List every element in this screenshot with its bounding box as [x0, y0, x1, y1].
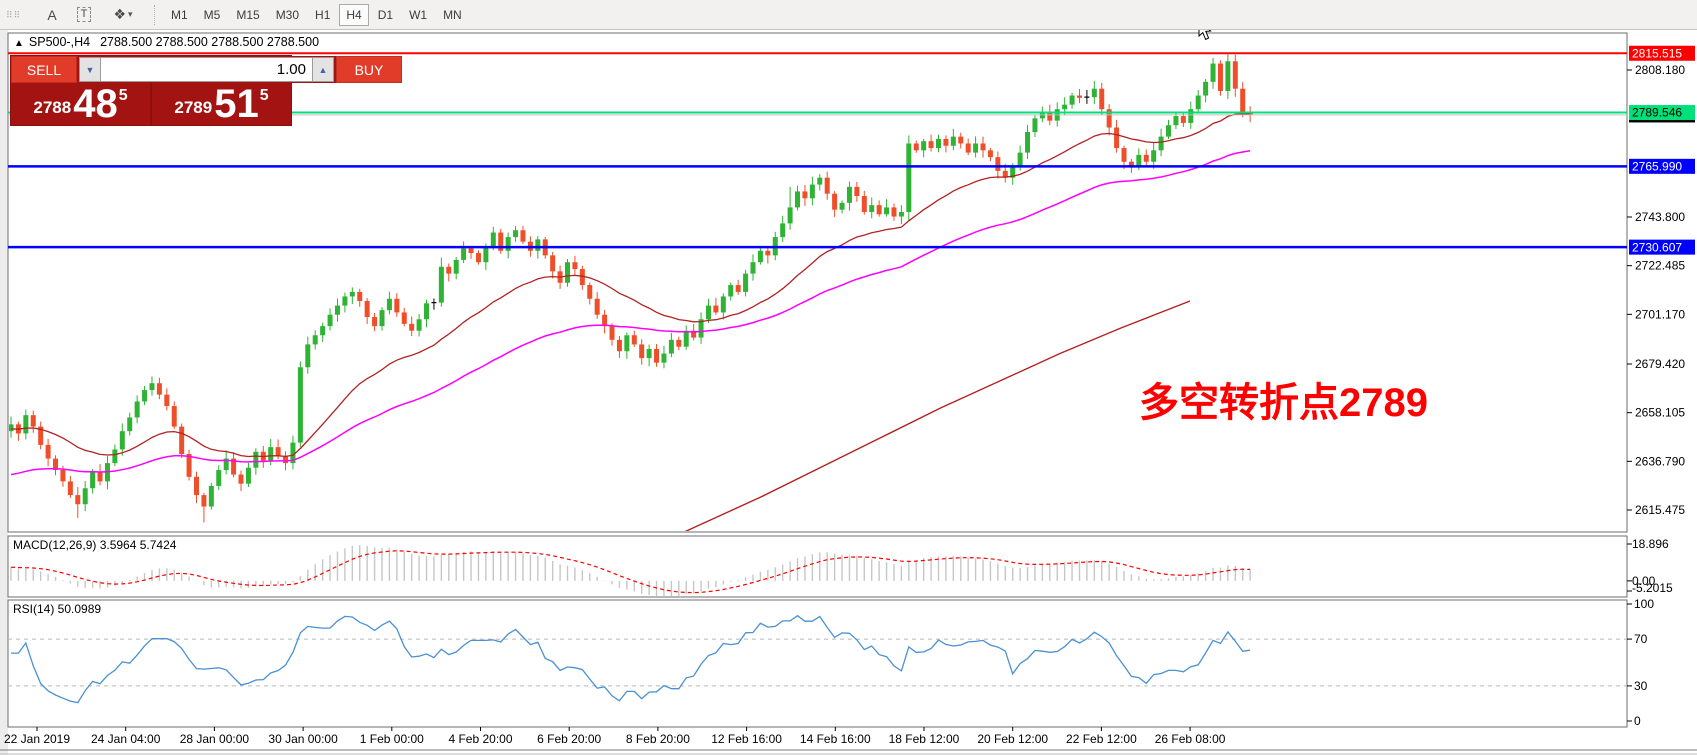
price-badge-label: 2815.515	[1632, 46, 1682, 60]
macd-axis-label: 0.00	[1632, 574, 1656, 588]
shapes-icon: ❖	[113, 6, 127, 22]
volume-input[interactable]	[101, 57, 312, 82]
macd-panel[interactable]	[7, 535, 1628, 598]
rsi-axis-label: 30	[1634, 679, 1648, 693]
candles	[9, 54, 1253, 523]
chevron-down-icon: ▾	[128, 9, 133, 19]
time-axis-label: 12 Feb 16:00	[711, 732, 782, 746]
toolbar-drag-handle-icon[interactable]: ⠿⠿	[6, 9, 22, 20]
buy-price-pips: 51	[214, 82, 259, 126]
tab-timeframe-h4[interactable]: H4	[339, 3, 369, 26]
price-badge	[1629, 105, 1695, 121]
price-axis-label: 2658.105	[1635, 406, 1685, 420]
price-badge	[1629, 239, 1695, 255]
volume-decrease-button[interactable]: ▼	[79, 57, 101, 82]
buy-button[interactable]: BUY	[336, 56, 402, 83]
time-axis-label: 22 Feb 12:00	[1066, 732, 1137, 746]
time-axis-label: 24 Jan 04:00	[91, 732, 161, 746]
sell-price-pipette: 5	[118, 87, 128, 104]
time-axis-label: 4 Feb 20:00	[448, 732, 512, 746]
symbol-title: SP500-,H4	[28, 35, 91, 49]
time-axis-label: 28 Jan 00:00	[180, 732, 250, 746]
time-axis-label: 18 Feb 12:00	[889, 732, 960, 746]
sell-price-pips: 48	[73, 82, 118, 126]
timeframe-buttons: M1 M5 M15 M30 H1 H4 D1 W1 MN	[164, 3, 469, 26]
annotation-text: 多空转折点2789	[1139, 381, 1428, 425]
sell-price-whole: 2788	[33, 98, 72, 117]
price-badge-label: 2765.990	[1632, 160, 1682, 174]
price-axis-label: 2743.800	[1635, 210, 1685, 224]
tab-timeframe-m1[interactable]: M1	[164, 4, 195, 26]
collapse-triangle-icon[interactable]: ▲	[14, 38, 24, 49]
price-axis-label: 2722.485	[1635, 259, 1685, 273]
price-axis-label: 2636.790	[1635, 454, 1685, 468]
price-badge	[1629, 158, 1695, 174]
text-box-tool-button[interactable]: T	[70, 3, 98, 27]
price-axis-label: 2701.170	[1635, 307, 1685, 321]
buy-price-whole: 2789	[174, 98, 213, 117]
volume-increase-button[interactable]: ▲	[312, 57, 334, 82]
price-badge	[1629, 45, 1695, 61]
tab-timeframe-m5[interactable]: M5	[197, 4, 228, 26]
chart-title: ▲ SP500-,H4 2788.500 2788.500 2788.500 278…	[14, 35, 319, 49]
shapes-tool-button[interactable]: ❖ ▾	[102, 3, 144, 27]
time-axis-label: 26 Feb 08:00	[1155, 732, 1226, 746]
macd-label: MACD(12,26,9) 3.5964 5.7424	[13, 538, 177, 552]
one-click-trade-panel: SELL ▼ ▲ BUY 2788 48 5 2789 51 5	[10, 55, 402, 126]
price-axis-label: 2808.180	[1635, 63, 1685, 77]
tab-timeframe-m15[interactable]: M15	[229, 4, 266, 26]
toolbar-separator	[154, 4, 156, 25]
time-axis-label: 6 Feb 20:00	[537, 732, 601, 746]
sell-price[interactable]: 2788 48 5	[11, 83, 152, 125]
buy-price-pipette: 5	[259, 87, 269, 104]
time-axis-label: 30 Jan 00:00	[268, 732, 338, 746]
price-axis-label: 2679.420	[1635, 357, 1685, 371]
time-axis-label: 20 Feb 12:00	[977, 732, 1048, 746]
tab-timeframe-m30[interactable]: M30	[269, 4, 306, 26]
tab-timeframe-mn[interactable]: MN	[436, 4, 469, 26]
tab-timeframe-w1[interactable]: W1	[402, 4, 434, 26]
tab-timeframe-h1[interactable]: H1	[308, 4, 337, 26]
macd-axis-label: -5.2015	[1632, 581, 1673, 595]
text-label-tool-button[interactable]: A	[47, 6, 57, 23]
time-axis-label: 1 Feb 00:00	[360, 732, 424, 746]
rsi-panel[interactable]	[7, 599, 1628, 728]
ohlc-values: 2788.500 2788.500 2788.500 2788.500	[100, 35, 320, 49]
rsi-axis-label: 100	[1634, 597, 1654, 611]
rsi-axis-label: 70	[1634, 632, 1648, 646]
price-badge-label: 2730.607	[1632, 240, 1682, 254]
macd-axis-label: 18.896	[1632, 537, 1669, 551]
time-axis-label: 22 Jan 2019	[4, 732, 70, 746]
rsi-axis-label: 0	[1634, 714, 1641, 728]
time-axis-label: 8 Feb 20:00	[626, 732, 690, 746]
tab-timeframe-d1[interactable]: D1	[371, 4, 400, 26]
price-badge-label: 2789.546	[1632, 106, 1682, 120]
toolbar: ⠿⠿ A T ❖ ▾ M1 M5 M15 M30 H1 H4 D1 W1 MN	[0, 0, 1697, 30]
rsi-label: RSI(14) 50.0989	[13, 602, 102, 616]
window-left-edge	[0, 30, 8, 755]
sell-button[interactable]: SELL	[11, 56, 77, 83]
time-axis-label: 14 Feb 16:00	[800, 732, 871, 746]
macd-histogram	[10, 545, 1251, 596]
price-axis-label: 2615.475	[1635, 503, 1685, 517]
buy-price[interactable]: 2789 51 5	[152, 83, 291, 125]
text-box-icon: T	[76, 7, 92, 22]
